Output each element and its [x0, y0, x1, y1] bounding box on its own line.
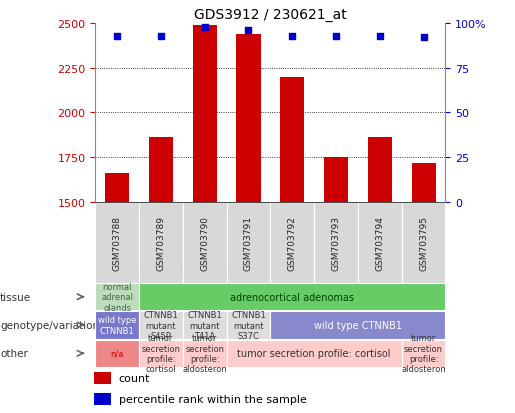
Point	[288, 33, 297, 40]
Bar	[280, 78, 304, 202]
Bar	[270, 312, 445, 339]
Point	[376, 33, 384, 40]
Text: tissue: tissue	[0, 292, 31, 302]
Title: GDS3912 / 230621_at: GDS3912 / 230621_at	[194, 7, 347, 21]
Point	[201, 24, 209, 31]
Text: GSM703788: GSM703788	[113, 215, 122, 270]
Bar	[139, 340, 183, 367]
Text: tumor secretion profile: cortisol: tumor secretion profile: cortisol	[237, 349, 391, 358]
Text: CTNNB1
mutant
S37C: CTNNB1 mutant S37C	[231, 311, 266, 340]
Point	[113, 33, 122, 40]
Text: tumor
secretion
profile:
cortisol: tumor secretion profile: cortisol	[142, 333, 180, 373]
Text: CTNNB1
mutant
T41A: CTNNB1 mutant T41A	[187, 311, 222, 340]
Bar	[94, 393, 111, 405]
Text: GSM703791: GSM703791	[244, 215, 253, 270]
Bar	[227, 340, 402, 367]
Bar	[270, 202, 314, 283]
Bar	[95, 283, 139, 311]
Text: GSM703795: GSM703795	[419, 215, 428, 270]
Bar	[193, 26, 217, 202]
Bar	[358, 202, 402, 283]
Point	[157, 33, 165, 40]
Bar	[183, 312, 227, 339]
Bar	[94, 373, 111, 384]
Text: normal
adrenal
glands: normal adrenal glands	[101, 282, 133, 312]
Bar	[236, 35, 261, 202]
Text: GSM703789: GSM703789	[157, 215, 165, 270]
Text: GSM703790: GSM703790	[200, 215, 209, 270]
Bar	[324, 158, 348, 202]
Bar	[411, 163, 436, 202]
Bar	[95, 312, 139, 339]
Point	[420, 35, 428, 42]
Bar	[227, 202, 270, 283]
Bar	[139, 283, 445, 311]
Bar	[368, 138, 392, 202]
Bar	[402, 202, 445, 283]
Bar	[183, 340, 227, 367]
Bar	[139, 312, 183, 339]
Bar	[227, 312, 270, 339]
Text: GSM703794: GSM703794	[375, 215, 384, 270]
Text: other: other	[0, 349, 28, 358]
Text: n/a: n/a	[111, 349, 124, 358]
Text: count: count	[118, 373, 150, 383]
Text: adrenocortical adenomas: adrenocortical adenomas	[230, 292, 354, 302]
Bar	[314, 202, 358, 283]
Point	[332, 33, 340, 40]
Bar	[183, 202, 227, 283]
Text: percentile rank within the sample: percentile rank within the sample	[118, 394, 306, 404]
Bar	[149, 138, 173, 202]
Text: GSM703792: GSM703792	[288, 215, 297, 270]
Text: wild type
CTNNB1: wild type CTNNB1	[98, 316, 136, 335]
Bar	[402, 340, 445, 367]
Bar	[95, 340, 139, 367]
Text: GSM703793: GSM703793	[332, 215, 340, 270]
Bar	[95, 202, 139, 283]
Text: CTNNB1
mutant
S45P: CTNNB1 mutant S45P	[144, 311, 178, 340]
Point	[244, 28, 252, 34]
Text: genotype/variation: genotype/variation	[0, 320, 99, 330]
Bar	[139, 202, 183, 283]
Bar	[105, 174, 129, 202]
Text: tumor
secretion
profile:
aldosteron: tumor secretion profile: aldosteron	[182, 333, 227, 373]
Text: wild type CTNNB1: wild type CTNNB1	[314, 320, 402, 330]
Text: tumor
secretion
profile:
aldosteron: tumor secretion profile: aldosteron	[401, 333, 446, 373]
